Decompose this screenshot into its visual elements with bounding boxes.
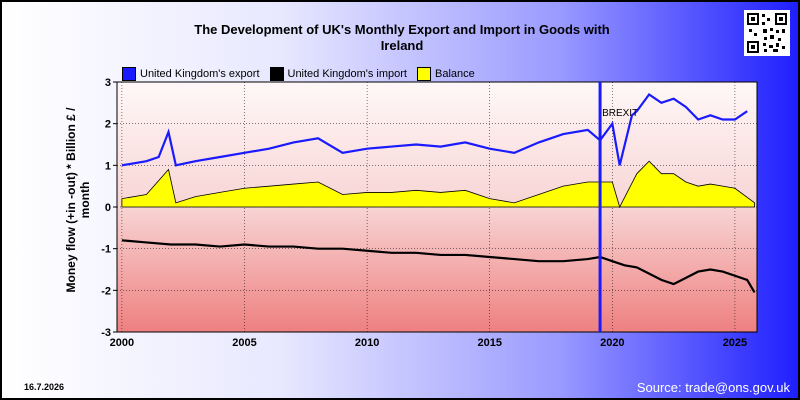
y-tick-label: 3 <box>105 77 111 89</box>
legend-item-balance: Balance <box>417 67 475 81</box>
x-tick-label: 2005 <box>232 337 256 349</box>
legend-item-export: United Kingdom's export <box>122 67 260 81</box>
y-tick-label: 2 <box>105 119 111 131</box>
series-import-line <box>121 239 756 293</box>
series-layer <box>121 92 756 293</box>
legend-label-export: United Kingdom's export <box>140 68 260 80</box>
series-export-line <box>121 92 748 167</box>
x-tick-label: 2015 <box>477 337 501 349</box>
x-tick-label: 2025 <box>723 337 747 349</box>
x-tick-label: 2000 <box>110 337 134 349</box>
legend-swatch-export <box>122 67 136 81</box>
y-tick-label: 1 <box>105 160 111 172</box>
source-note: Source: trade@ons.gov.uk <box>636 380 790 395</box>
y-tick-labels: 3 2 1 0 -1 -2 -3 <box>101 77 117 339</box>
y-tick-label: -2 <box>101 285 111 297</box>
x-tick-label: 2020 <box>600 337 624 349</box>
legend-label-balance: Balance <box>435 68 475 80</box>
chart-title: The Development of UK's Monthly Export a… <box>152 22 652 54</box>
x-tick-label: 2010 <box>355 337 379 349</box>
y-tick-label: 0 <box>105 202 111 214</box>
y-tick-label: -3 <box>101 327 111 339</box>
x-tick-labels: 2000 2005 2010 2015 2020 2025 <box>110 337 748 349</box>
y-tick-label: -1 <box>101 244 111 256</box>
brexit-annotation: BREXIT <box>602 108 638 119</box>
chart-title-line2: Ireland <box>380 38 424 53</box>
legend-swatch-balance <box>417 67 431 81</box>
legend-item-import: United Kingdom's import <box>269 67 408 81</box>
legend-swatch-import <box>269 67 284 81</box>
qr-code-icon <box>744 10 790 56</box>
date-stamp: 16.7.2026 <box>24 382 65 392</box>
annotation-layer: BREXIT <box>598 82 638 332</box>
chart-title-line1: The Development of UK's Monthly Export a… <box>194 22 610 37</box>
series-balance-area <box>121 160 755 209</box>
chart-legend: United Kingdom's export United Kingdom's… <box>122 66 475 82</box>
legend-label-import: United Kingdom's import <box>287 68 408 80</box>
